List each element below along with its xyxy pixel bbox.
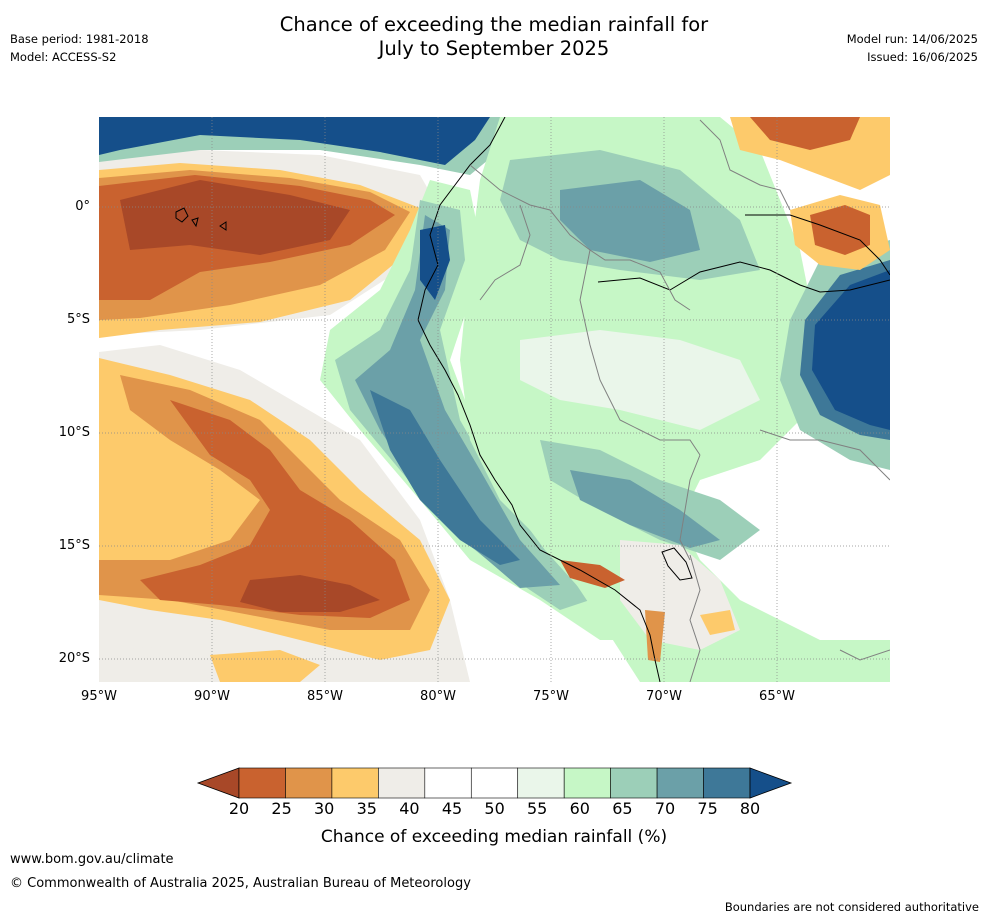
lon-label-75w: 75°W (533, 689, 569, 704)
colorbar-segment (238, 767, 286, 799)
south-pacific-dry-core (240, 575, 380, 612)
colorbar-tick-45: 45 (441, 799, 463, 818)
issued-date-text: Issued: 16/06/2025 (867, 50, 978, 64)
colorbar (196, 767, 793, 799)
peru-coast-wet-core-north (420, 225, 450, 300)
colorbar-tick-65: 65 (612, 799, 633, 818)
north-coastline (745, 214, 890, 276)
south-pacific-dry-mid (140, 400, 410, 618)
lon-label-80w: 80°W (420, 689, 456, 704)
colorbar-segment (331, 767, 379, 799)
colorbar-tick-60: 60 (569, 799, 590, 818)
colorbar-tick-80: 80 (739, 799, 761, 818)
colorbar-segment (703, 767, 751, 799)
colorbar-segment (470, 767, 519, 799)
colorbar-segment (610, 767, 658, 799)
colorbar-tick-55: 55 (527, 799, 548, 818)
lon-label-85w: 85°W (307, 689, 343, 704)
bolivia-dry (700, 610, 735, 635)
colorbar-segment (563, 767, 611, 799)
base-period-text: Base period: 1981-2018 (10, 32, 149, 46)
colorbar-tick-25: 25 (271, 799, 292, 818)
colorbar-tick-40: 40 (399, 799, 420, 818)
lat-label-20s: 20°S (58, 651, 90, 666)
amazon-river-outline (597, 261, 890, 293)
colorbar-extend-low (196, 767, 240, 799)
map-fields (99, 117, 890, 682)
amazon-wet (560, 180, 700, 262)
colorbar-tick-70: 70 (654, 799, 676, 818)
colorbar-tick-35: 35 (356, 799, 377, 818)
northern-chile-dry (645, 610, 665, 662)
lat-label-5s: 5°S (66, 312, 90, 327)
colorbar-tick-75: 75 (697, 799, 718, 818)
model-name-text: Model: ACCESS-S2 (10, 50, 117, 64)
peru-coast-wet-mid (335, 200, 590, 610)
equatorial-dry-core (120, 180, 350, 255)
atlantic-wet (812, 270, 890, 430)
colorbar-tick-50: 50 (484, 799, 505, 818)
lon-label-65w: 65°W (759, 689, 795, 704)
lat-label-0: 0° (75, 199, 90, 214)
lat-label-15s: 15°S (58, 538, 90, 553)
model-run-text: Model run: 14/06/2025 (846, 32, 978, 46)
country-boundaries (469, 119, 890, 682)
amazon-near-normal (520, 330, 760, 430)
colorbar-segment (656, 767, 704, 799)
lon-label-90w: 90°W (194, 689, 230, 704)
andes-wet (570, 470, 720, 548)
lon-label-95w: 95°W (81, 689, 117, 704)
southern-peru-dry (560, 560, 625, 588)
copyright-text: © Commonwealth of Australia 2025, Austra… (10, 876, 471, 891)
map-title-line-1: Chance of exceeding the median rainfall … (279, 13, 709, 36)
website-link[interactable]: www.bom.gov.au/climate (10, 852, 174, 867)
colorbar-segment (378, 767, 426, 799)
lon-label-70w: 70°W (646, 689, 682, 704)
peru-coast-wet-core (370, 390, 520, 565)
guiana-dry (810, 205, 870, 255)
lake-titicaca (661, 547, 693, 581)
southern-dry (210, 650, 320, 682)
colorbar-segment (517, 767, 565, 799)
galapagos-islands (175, 207, 227, 231)
caribbean-dry (750, 117, 860, 150)
model-info: Base period: 1981-2018 Model: ACCESS-S2 (10, 30, 149, 66)
south-america-coastline (417, 117, 661, 682)
lat-label-10s: 10°S (58, 425, 90, 440)
colorbar-tick-30: 30 (314, 799, 335, 818)
colorbar-label: Chance of exceeding median rainfall (%) (320, 827, 668, 847)
colorbar-segment (424, 767, 472, 799)
colorbar-extend-high (749, 767, 793, 799)
colorbar-segment (285, 767, 333, 799)
colorbar-tick-20: 20 (228, 799, 250, 818)
run-info: Model run: 14/06/2025 Issued: 16/06/2025 (847, 30, 978, 66)
northwest-wet (99, 117, 490, 165)
map-title-line-2: July to September 2025 (378, 37, 610, 60)
map-gridlines (99, 117, 890, 682)
boundary-disclaimer: Boundaries are not considered authoritat… (724, 900, 979, 914)
